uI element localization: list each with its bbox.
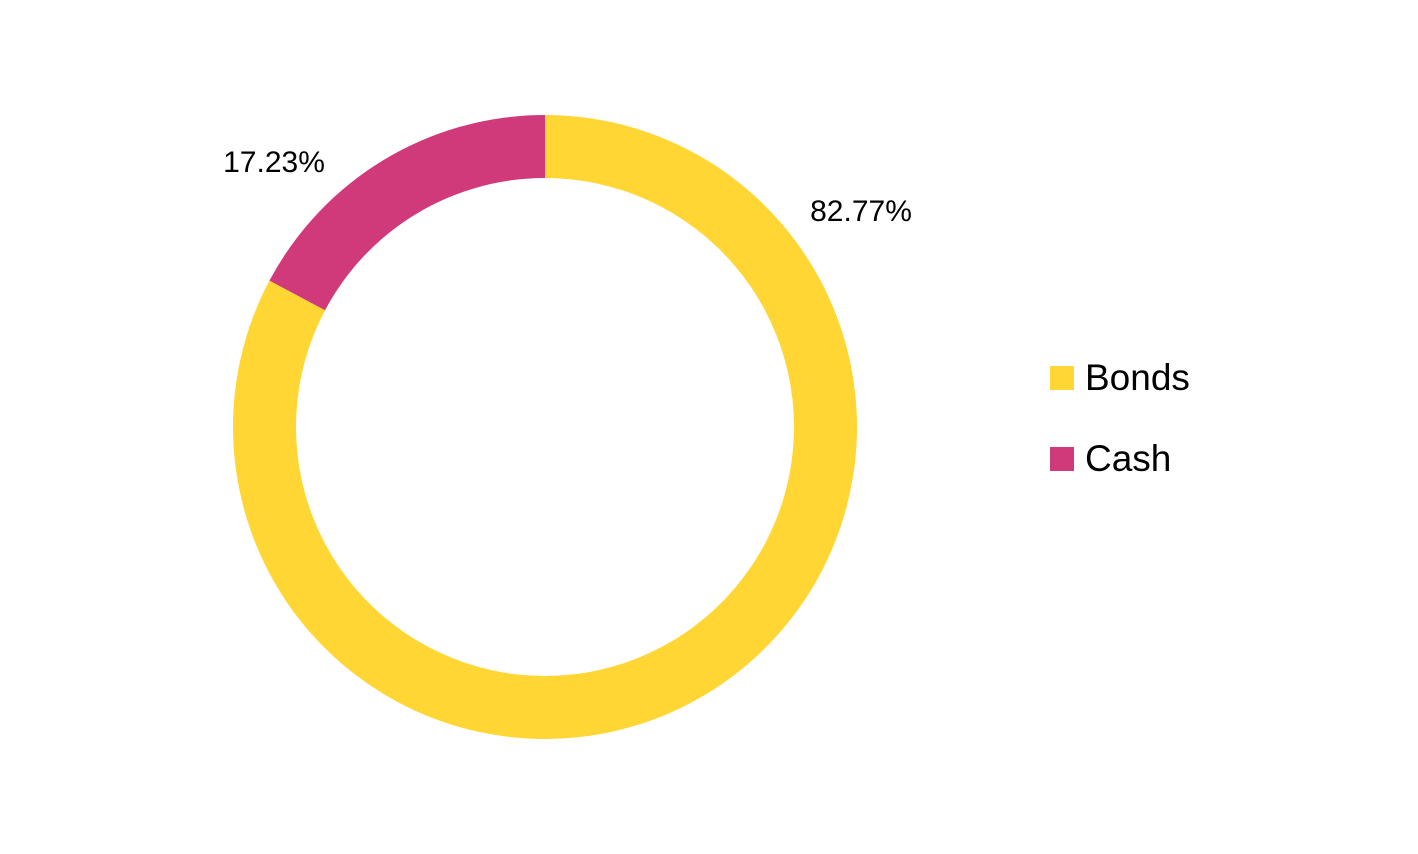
data-label-cash: 17.23% — [223, 146, 325, 179]
legend: Bonds Cash — [1050, 358, 1190, 520]
legend-swatch-cash — [1050, 447, 1074, 471]
legend-item-bonds: Bonds — [1050, 358, 1190, 398]
legend-label-bonds: Bonds — [1085, 357, 1190, 398]
legend-item-cash: Cash — [1050, 439, 1190, 479]
legend-label-cash: Cash — [1085, 438, 1172, 479]
donut-slice-cash — [269, 115, 545, 311]
data-label-bonds: 82.77% — [810, 195, 912, 228]
legend-swatch-bonds — [1050, 366, 1074, 390]
